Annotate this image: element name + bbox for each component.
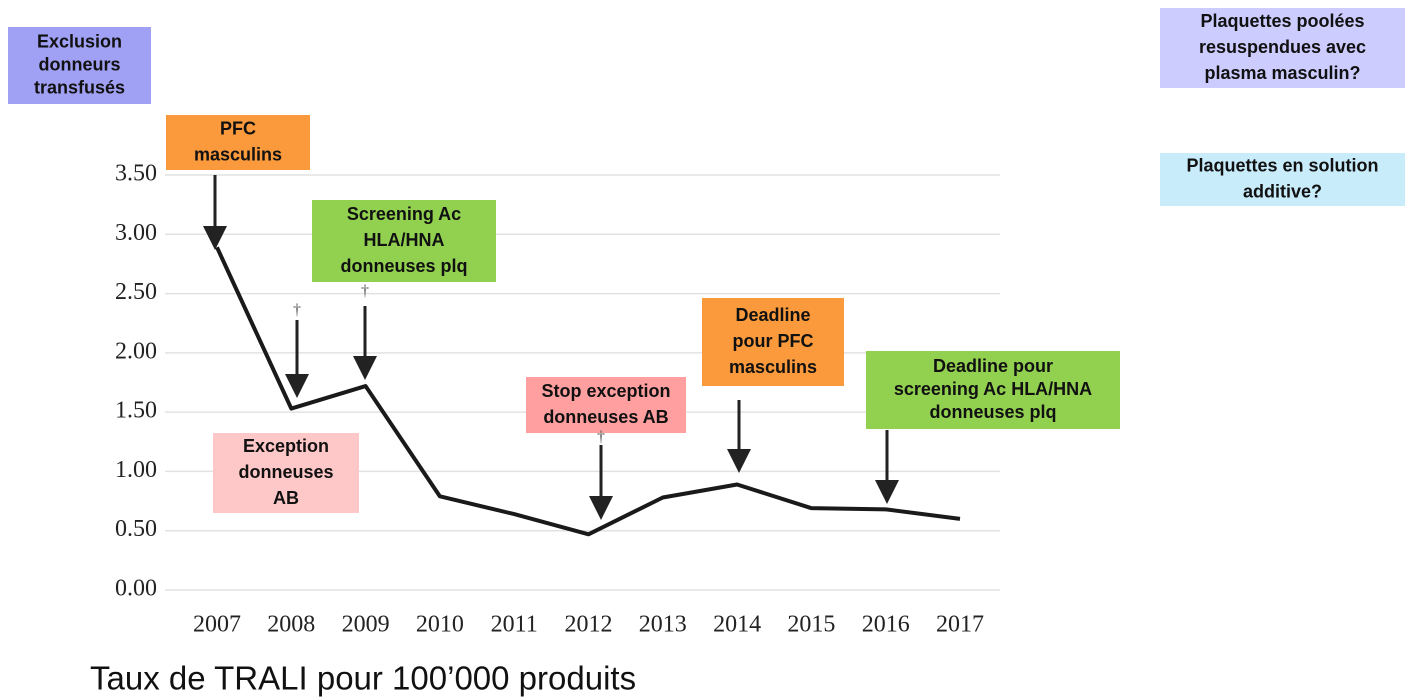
annotation-text: masculins [194, 144, 282, 164]
annotation-text: AB [273, 488, 299, 508]
y-tick-label: 1.00 [115, 457, 157, 483]
y-tick-label: 0.00 [115, 576, 157, 602]
annotation-box [1160, 8, 1405, 88]
marker: † [361, 283, 369, 300]
annotation-text: screening Ac HLA/HNA [894, 379, 1092, 399]
annotation-text: Deadline pour [933, 356, 1053, 376]
annotation-text: donneuses plq [340, 256, 467, 276]
x-tick-label: 2012 [565, 612, 613, 638]
annotation-box [312, 200, 496, 282]
annotation-box [866, 351, 1120, 429]
y-tick-label: 2.00 [115, 338, 157, 364]
x-tick-label: 2009 [342, 612, 390, 638]
annotation-text: Deadline [735, 305, 810, 325]
x-tick-label: 2016 [862, 612, 910, 638]
y-tick-label: 3.50 [115, 161, 157, 187]
annotation-text: masculins [729, 357, 817, 377]
annotation-box [166, 115, 310, 170]
annotation-text: donneuses plq [929, 402, 1056, 422]
y-tick-label: 0.50 [115, 516, 157, 542]
x-tick-label: 2010 [416, 612, 464, 638]
annotation-text: Plaquettes poolées [1200, 11, 1364, 31]
marker: † [597, 429, 605, 446]
annotation-text: donneurs [38, 54, 120, 74]
annotation-box [8, 27, 151, 104]
annotation-text: additive? [1243, 181, 1322, 201]
annotation-text: Plaquettes en solution [1186, 155, 1378, 175]
y-tick-label: 2.50 [115, 279, 157, 305]
annotation-box [702, 298, 844, 386]
annotation-text: Stop exception [541, 381, 670, 401]
y-tick-label: 3.00 [115, 220, 157, 246]
x-tick-label: 2008 [267, 612, 315, 638]
annotation-text: transfusés [34, 77, 125, 97]
annotation-text: donneuses AB [543, 407, 668, 427]
annotation-text: Screening Ac [347, 204, 461, 224]
annotation-text: Exclusion [37, 31, 122, 51]
annotation-text: PFC [220, 118, 256, 138]
annotation-text: Exception [243, 436, 329, 456]
annotation-text: donneuses [238, 462, 333, 482]
x-tick-label: 2014 [713, 612, 761, 638]
x-tick-label: 2015 [787, 612, 835, 638]
annotation-text: resuspendues avec [1199, 37, 1366, 57]
x-tick-label: 2013 [639, 612, 687, 638]
annotation-box [213, 433, 359, 513]
chart-title: Taux de TRALI pour 100’000 produits [90, 660, 636, 697]
x-tick-label: 2017 [936, 612, 984, 638]
y-tick-label: 1.50 [115, 398, 157, 424]
annotation-box [1160, 153, 1405, 206]
annotation-text: pour PFC [733, 331, 814, 351]
marker: † [293, 302, 301, 319]
annotation-text: plasma masculin? [1204, 63, 1360, 83]
annotation-text: HLA/HNA [364, 230, 445, 250]
x-tick-label: 2011 [491, 612, 538, 638]
annotation-box [526, 377, 686, 433]
data-line [215, 246, 961, 537]
x-tick-label: 2007 [193, 612, 241, 638]
